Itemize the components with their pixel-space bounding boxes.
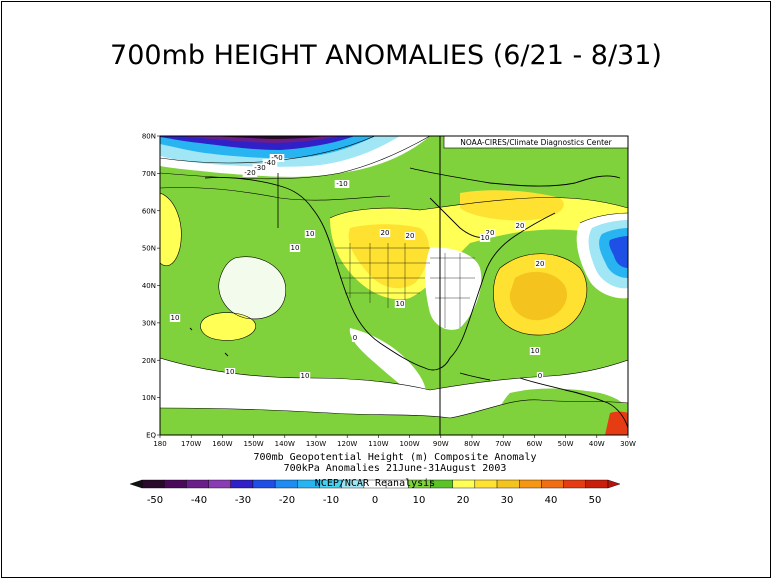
credit-text: NOAA-CIRES/Climate Diagnostics Center [460,138,612,147]
map-svg: NOAA-CIRES/Climate Diagnostics Center 80… [142,133,636,449]
contour-label: 10 [396,300,405,308]
colorbar-cell [519,479,542,489]
colorbar-cell [186,479,209,489]
colorbar-label: -10 [323,495,339,506]
contour-label: 0 [353,334,357,342]
lat-label: 80N [142,133,156,141]
lon-label: 90W [433,440,449,448]
contour-label: 10 [301,372,310,380]
contour-label: -50 [271,154,282,162]
contour-label: 20 [381,229,390,237]
colorbar-cell [474,479,498,489]
colorbar-label: 0 [372,495,378,506]
lon-label: 30W [620,440,636,448]
colorbar-cell [230,479,254,489]
lon-label: 130W [306,440,326,448]
colorbar-label: -50 [147,495,163,506]
lon-label: 180 [153,440,166,448]
lon-label: 150W [243,440,263,448]
colorbar-label: 50 [589,495,602,506]
colorbar-cell [208,479,231,489]
lon-label: 120W [337,440,357,448]
contour-label: 10 [291,244,300,252]
contour-label: -10 [336,180,347,188]
contour-label: 10 [481,234,490,242]
colorbar-label: 20 [457,495,470,506]
contour-lines [160,136,628,419]
map-caption-line1: 700mb Geopotential Height (m) Composite … [253,452,537,463]
colorbar-label: -30 [235,495,251,506]
colorbar-label: 30 [501,495,514,506]
colorbar-min-arrow [129,479,143,489]
contour-label: 20 [516,222,525,230]
contour-label: -20 [244,169,255,177]
colorbar-cell [496,479,520,489]
lat-label: 30N [142,319,156,327]
latitude-labels: 80N 70N 60N 50N 40N 30N 20N 10N EQ [142,133,160,440]
lat-label: 10N [142,394,156,402]
map-caption-line2: 700kPa Anomalies 21June-31August 2003 [283,463,507,474]
lon-label: 140W [275,440,295,448]
map-fill [160,136,628,435]
contour-label: 20 [536,260,545,268]
contour-label: 20 [486,229,495,237]
reanalysis-label: NCEP/NCAR Reanalysis [315,478,435,489]
contour-label: -30 [254,164,265,172]
slide-title: 700mb HEIGHT ANOMALIES (6/21 - 8/31) [110,40,662,71]
lon-label: 50W [558,440,574,448]
colorbar-cell [252,479,276,489]
contour-label: 10 [171,314,180,322]
lat-label: 40N [142,282,156,290]
colorbar-max-arrow [607,479,621,489]
colorbar-cell [163,479,187,489]
contour-label: 0 [538,372,542,380]
lon-label: 40W [589,440,605,448]
lon-label: 80W [464,440,480,448]
coastlines [189,167,628,429]
colorbar-cell [141,479,165,489]
contour-label: -40 [264,159,275,167]
colorbar-cell [452,479,476,489]
lat-label: 50N [142,245,156,253]
state-borders [335,243,475,328]
lat-label: 70N [142,170,156,178]
lon-label: 160W [212,440,232,448]
colorbar-label: 40 [545,495,558,506]
longitude-labels: 180 170W 160W 150W 140W 130W 120W 110W 100W 90W 80… [153,435,636,448]
colorbar-cell [585,479,609,489]
lat-label: 60N [142,207,156,215]
lat-label: EQ [146,432,156,440]
lon-label: 170W [181,440,201,448]
colorbar-label: 10 [413,495,426,506]
colorbar-cell [541,479,564,489]
contour-label: 10 [531,347,540,355]
contour-label: 10 [306,230,315,238]
lon-label: 60W [526,440,542,448]
lon-label: 70W [495,440,511,448]
lat-label: 20N [142,357,156,365]
colorbar-label: -40 [191,495,207,506]
colorbar-cell [563,479,587,489]
anomaly-map: NOAA-CIRES/Climate Diagnostics Center 80… [130,128,640,454]
colorbar-label: -20 [279,495,295,506]
colorbar-cell [274,479,298,489]
lon-label: 110W [368,440,388,448]
contour-label: 10 [226,368,235,376]
contour-label: 20 [406,232,415,240]
lon-label: 100W [399,440,419,448]
colorbar: NCEP/NCAR Reanalysis -50 -40 -30 -20 -10 0 10 2… [129,478,621,506]
